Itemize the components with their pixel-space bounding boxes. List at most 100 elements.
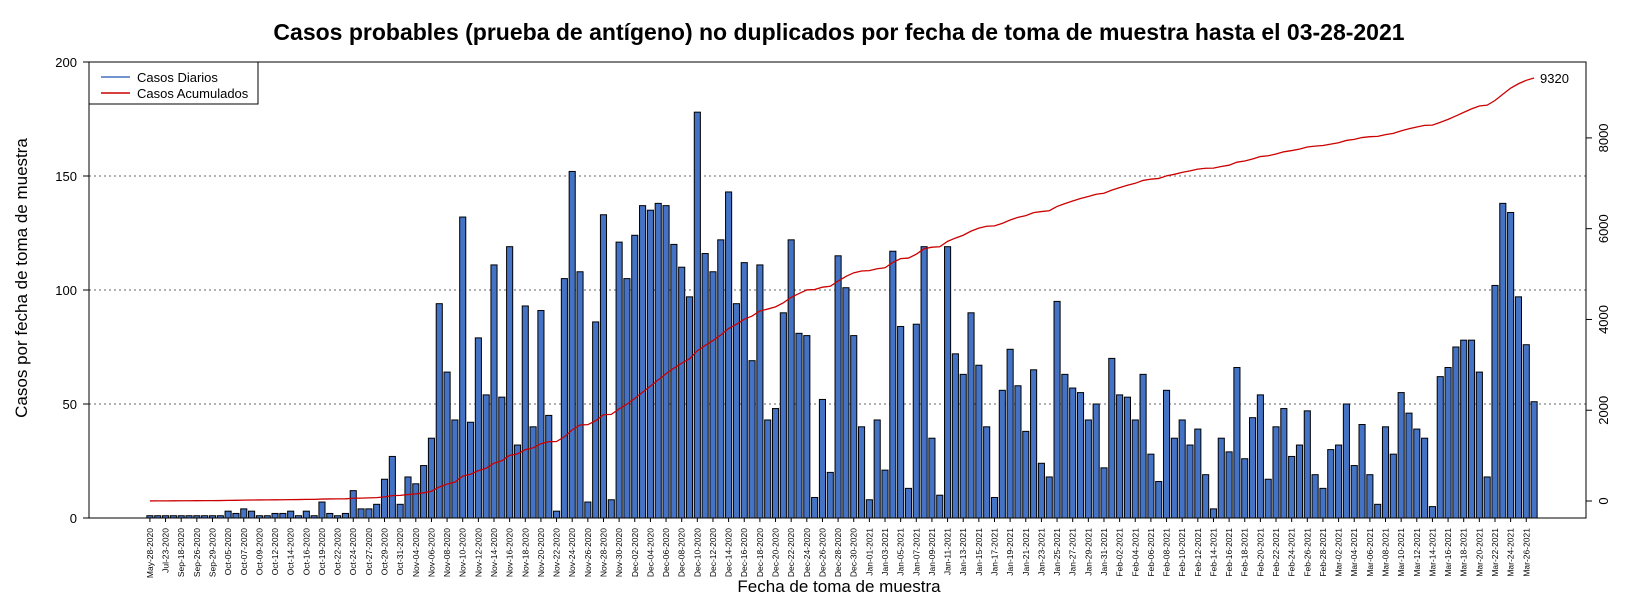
daily-bar [1389,453,1397,519]
daily-bar [1139,373,1147,519]
daily-bar [1241,458,1249,519]
x-tick-label: Feb-24-2021 [1287,528,1297,577]
daily-bar [380,478,389,519]
x-tick-label: Mar-14-2021 [1427,528,1437,577]
daily-bar [1295,444,1304,519]
daily-bar [623,278,631,519]
x-tick-label: Mar-20-2021 [1474,528,1484,577]
y-tick-label: 0 [70,511,77,526]
chart-title: Casos probables (prueba de antígeno) no … [273,19,1404,45]
x-tick-label: Jul-23-2020 [161,528,171,573]
daily-bar [1092,403,1100,519]
x-tick-label: Jan-25-2021 [1052,528,1062,576]
legend-daily-label: Casos Diarios [137,70,218,85]
y-tick-label: 50 [63,397,77,412]
daily-bar [717,239,725,519]
daily-bar [1491,284,1499,519]
x-tick-label: Jan-17-2021 [989,528,999,576]
x-axis: May-28-2020 Jul-23-2020 Sep-18-2020 Sep-26-… [145,518,1531,578]
daily-bar [1530,401,1538,519]
daily-bar [302,510,310,519]
x-tick-label: Feb-18-2021 [1240,528,1250,577]
daily-bar [1155,481,1163,519]
daily-bar [1037,462,1045,519]
daily-bar [498,396,506,519]
daily-bar [553,510,561,519]
x-tick-label: Feb-04-2021 [1130,528,1140,577]
daily-bar [1069,387,1077,519]
daily-bar [1421,437,1429,519]
daily-bar [412,483,420,519]
daily-bar [1116,394,1124,519]
daily-bar [670,243,678,519]
daily-bar [474,337,482,519]
daily-bar [357,508,365,519]
x-tick-label: Jan-15-2021 [974,528,984,576]
daily-bar [1147,453,1155,519]
daily-bar [928,437,936,519]
legend-box [88,61,259,105]
daily-bar [1217,437,1225,519]
daily-bar [631,234,639,519]
x-tick-label: Jan-09-2021 [927,528,937,576]
x-tick-label: Nov-20-2020 [536,528,546,577]
daily-bar [693,111,701,519]
daily-bar [858,426,866,519]
daily-bar [936,494,944,519]
x-tick-label: Feb-14-2021 [1208,528,1218,577]
x-tick-label: Jan-01-2021 [864,528,874,576]
x-tick-label: Nov-30-2020 [614,528,624,577]
daily-bar [1342,403,1350,519]
x-tick-label: Oct-27-2020 [364,528,374,576]
daily-bar [1249,417,1257,519]
cumulative-line [149,77,1535,502]
x-tick-label: Oct-07-2020 [239,528,249,576]
daily-bar [1123,396,1131,519]
daily-bar [248,510,256,519]
x-tick-label: Jan-13-2021 [958,528,968,576]
right-y-axis: 0 2000 4000 6000 8000 [1586,123,1611,505]
daily-bar [873,419,881,519]
daily-bar [850,335,858,519]
x-tick-label: Dec-16-2020 [739,528,749,577]
daily-bar [1162,389,1171,519]
daily-bar [1022,430,1030,519]
x-tick-label: Nov-16-2020 [505,528,515,577]
x-tick-label: Dec-18-2020 [755,528,765,577]
x-tick-label: Oct-29-2020 [380,528,390,576]
daily-bar [1170,437,1178,519]
daily-bar [904,487,913,519]
daily-bar [1225,451,1233,519]
daily-bar [1053,300,1061,519]
daily-bar [1288,455,1296,519]
x-tick-label: Jan-19-2021 [1005,528,1015,576]
x-tick-label: Mar-02-2021 [1334,528,1344,577]
daily-bar [1303,410,1311,519]
daily-bar [576,271,584,519]
daily-bar [607,499,615,519]
daily-bar [1507,211,1515,519]
x-tick-label: Feb-26-2021 [1302,528,1312,577]
daily-bar [1264,478,1272,519]
x-tick-label: Oct-09-2020 [254,528,264,576]
x-tick-label: Nov-10-2020 [458,528,468,577]
y-tick-label: 200 [55,55,77,70]
x-tick-label: Oct-12-2020 [270,528,280,576]
y2-tick-label: 4000 [1596,305,1611,334]
daily-bar [967,312,975,519]
daily-bar [326,512,334,519]
daily-bar [396,503,404,519]
x-tick-label: Mar-26-2021 [1521,528,1531,577]
daily-bar [803,335,811,519]
x-tick-label: Jan-27-2021 [1068,528,1078,576]
x-tick-label: Jan-23-2021 [1036,528,1046,576]
daily-bar [537,310,545,519]
daily-bar [1514,296,1523,519]
daily-bar [224,510,232,519]
daily-bar [466,421,475,519]
daily-bar [615,241,623,519]
daily-bar [1076,392,1085,519]
cumulative-line-group [149,77,1535,502]
x-tick-label: Mar-06-2021 [1365,528,1375,577]
